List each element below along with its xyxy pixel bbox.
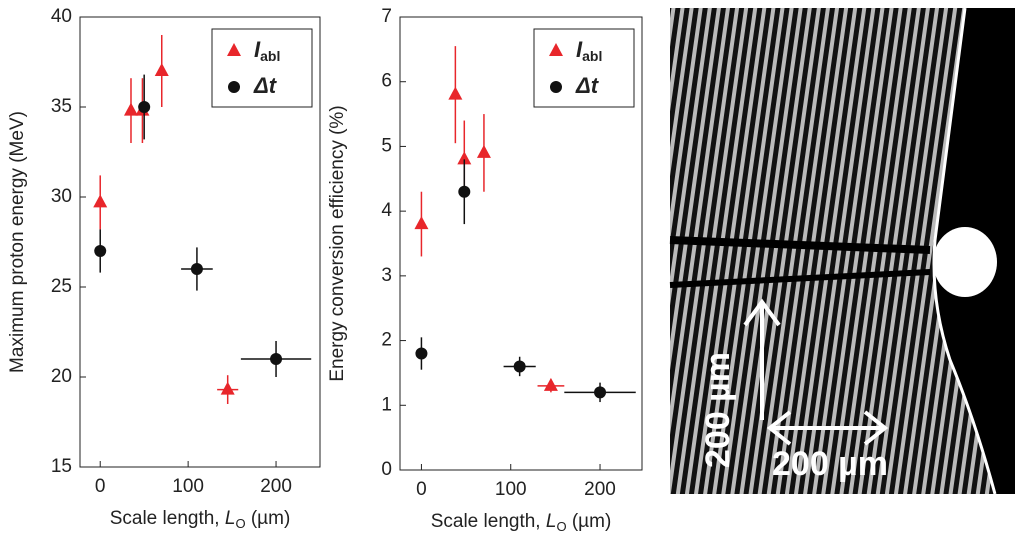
legend-name: Δt (253, 73, 278, 98)
scale-label: 200 µm (772, 445, 888, 483)
legend-name: I (576, 37, 583, 62)
triangle-point (227, 43, 241, 56)
y-tick-label: 7 (381, 6, 392, 27)
circle-point (513, 360, 526, 373)
x-axis-label-part: O (556, 519, 566, 534)
x-axis-label-part: (µm) (246, 508, 291, 529)
x-tick-label: 100 (495, 479, 527, 500)
y-tick-label: 25 (51, 276, 72, 297)
y-tick-label: 1 (381, 394, 392, 415)
x-axis-label-part: O (235, 516, 245, 531)
y-tick-label: 30 (51, 186, 72, 207)
y-tick-label: 2 (381, 330, 392, 351)
x-axis-label-part: L (225, 508, 236, 529)
triangle-point (457, 151, 472, 165)
x-tick-label: 200 (584, 479, 616, 500)
legend-label: Δt (253, 73, 278, 98)
legend-name: I (254, 37, 261, 62)
circle-point (228, 81, 240, 93)
legend-name: Δt (575, 73, 600, 98)
legend-subscript: abl (260, 48, 280, 64)
triangle-point (476, 144, 491, 158)
legend-box (533, 28, 635, 108)
scale-label: 200 µm (699, 352, 737, 468)
legend-label: Δt (575, 73, 600, 98)
y-axis-label: Maximum proton energy (MeV) (7, 111, 28, 373)
x-tick-label: 100 (172, 476, 204, 497)
y-tick-label: 6 (381, 71, 392, 92)
circle-point (458, 185, 471, 198)
x-tick-label: 200 (260, 476, 292, 497)
triangle-point (448, 86, 463, 100)
circle-point (94, 245, 107, 257)
interferogram: 200 µm 200 µm (669, 7, 1015, 495)
plot-frame (399, 16, 643, 471)
y-tick-label: 35 (51, 96, 72, 117)
y-tick-label: 0 (381, 459, 392, 480)
circle-point (138, 101, 151, 113)
legend-label: Iabl (254, 37, 280, 64)
circle-point (415, 347, 428, 360)
y-tick-label: 4 (381, 200, 392, 221)
x-axis-label-part: Scale length, (110, 508, 225, 529)
triangle-point (123, 102, 138, 116)
triangle-point (220, 381, 235, 395)
legend-label: Iabl (576, 37, 602, 64)
y-tick-label: 40 (51, 6, 72, 27)
circle-point (190, 263, 203, 275)
triangle-point (154, 63, 169, 76)
triangle-point (543, 377, 558, 391)
x-axis-label-part: Scale length, (431, 511, 546, 532)
x-tick-label: 0 (95, 476, 106, 497)
legend-box (211, 28, 313, 108)
y-axis-label: Energy conversion efficiency (%) (327, 105, 348, 381)
y-tick-label: 3 (381, 265, 392, 286)
x-axis-label-part: L (546, 511, 557, 532)
triangle-point (549, 43, 563, 56)
y-tick-label: 15 (51, 456, 72, 477)
circle-point (270, 353, 283, 365)
plot-frame (79, 16, 321, 468)
x-tick-label: 0 (416, 479, 427, 500)
x-axis-label: Scale length, LO (µm) (431, 511, 612, 534)
legend-subscript: abl (582, 48, 602, 64)
x-axis-label-part: (µm) (567, 511, 612, 532)
circle-point (594, 386, 607, 399)
y-tick-label: 20 (51, 366, 72, 387)
y-tick-label: 5 (381, 135, 392, 156)
triangle-point (414, 216, 429, 230)
x-axis-label: Scale length, LO (µm) (110, 508, 291, 531)
triangle-point (93, 194, 108, 208)
circle-point (550, 81, 562, 93)
